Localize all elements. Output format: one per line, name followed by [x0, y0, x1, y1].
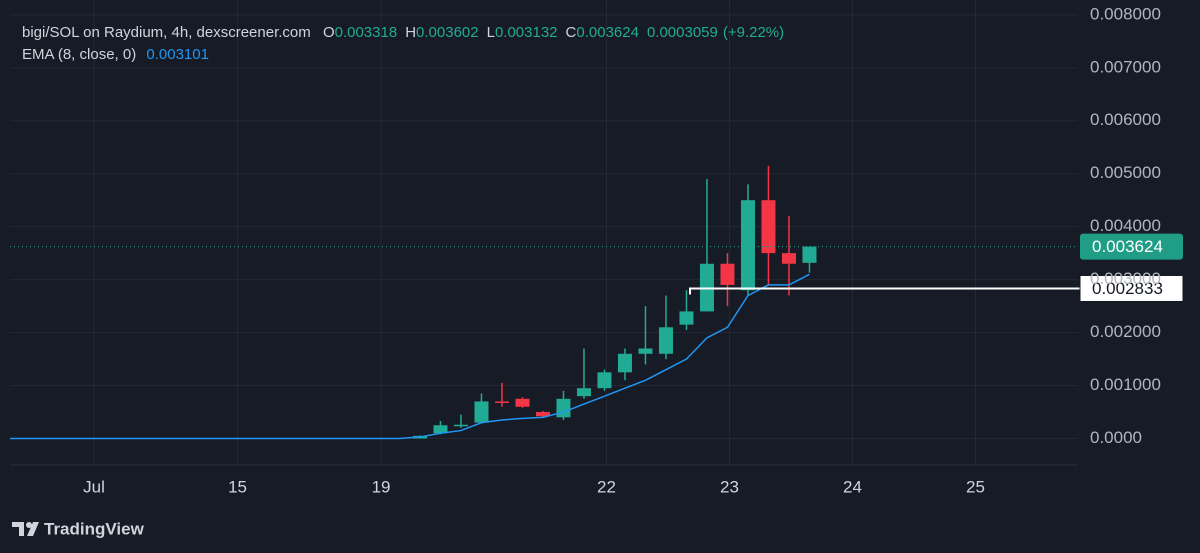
x-tick-label: 22	[597, 477, 616, 496]
candle-body	[658, 327, 673, 354]
x-tick-label: 25	[966, 477, 985, 496]
y-tick-label: 0.003000	[1090, 269, 1161, 288]
last-price-box	[1080, 233, 1183, 260]
y-tick-label: 0.001000	[1090, 375, 1161, 394]
ohlc-key: C	[566, 24, 577, 41]
logo-dot	[26, 522, 32, 528]
header: bigi/SOL on Raydium, 4h, dexscreener.com…	[22, 24, 784, 41]
ohlc-value: 0.003132	[495, 24, 558, 41]
candle-body	[535, 412, 550, 417]
indicator-legend: EMA (8, close, 0) 0.003101	[22, 46, 209, 63]
grid	[10, 0, 1078, 465]
last-price-label: 0.003624	[1092, 237, 1163, 256]
y-tick-label: 0.006000	[1090, 110, 1161, 129]
candle-body	[453, 424, 468, 427]
x-tick-label: 24	[843, 477, 862, 496]
candle-body	[617, 353, 632, 373]
ohlc-value: 0.003318	[335, 24, 398, 41]
candle-body	[720, 263, 735, 285]
ohlc: O0.003318 H0.003602 L0.003132 C0.003624 0.00…	[323, 24, 784, 41]
candle-body	[474, 401, 489, 423]
x-tick-label: Jul	[83, 477, 105, 496]
brand: TradingView	[44, 519, 145, 538]
overlay: 0.003624 0.002833	[10, 233, 1184, 302]
ema-name: EMA (8, close, 0)	[22, 46, 136, 63]
y-tick-label: 0.007000	[1090, 57, 1161, 76]
y-tick-label: 0.002000	[1090, 322, 1161, 341]
change-pct: (+9.22%)	[723, 24, 784, 41]
candle-body	[761, 200, 776, 254]
price-line-label: 0.002833	[1092, 279, 1163, 298]
y-tick-label: 0.004000	[1090, 216, 1161, 235]
x-tick-label: 15	[228, 477, 247, 496]
ema-value: 0.003101	[146, 46, 209, 63]
price-line-box	[1079, 274, 1184, 302]
x-tick-label: 19	[372, 477, 391, 496]
candle-body	[597, 372, 612, 389]
ohlc-key: O	[323, 24, 335, 41]
y-tick-label: 0.008000	[1090, 4, 1161, 23]
candle-body	[781, 253, 796, 264]
chart-title: bigi/SOL on Raydium, 4h, dexscreener.com	[22, 24, 311, 41]
candle-body	[494, 401, 509, 403]
ohlc-value: 0.003624	[576, 24, 639, 41]
plot	[10, 165, 817, 440]
candle-body	[802, 246, 817, 263]
y-tick-label: 0.0000	[1090, 428, 1142, 447]
candle-body	[515, 398, 530, 407]
change: 0.0003059	[647, 24, 718, 41]
y-tick-label: 0.005000	[1090, 163, 1161, 182]
ohlc-key: L	[487, 24, 495, 41]
branding: TradingView	[12, 519, 145, 538]
candle-body	[679, 311, 694, 325]
candle-body	[740, 200, 755, 291]
candle-body	[433, 425, 448, 434]
logo	[12, 522, 39, 536]
candle-body	[638, 348, 653, 354]
ohlc-key: H	[405, 24, 416, 41]
ohlc-value: 0.003602	[416, 24, 479, 41]
candle-body	[576, 388, 591, 397]
candle-body	[556, 398, 571, 418]
x-tick-label: 23	[720, 477, 739, 496]
ema-line	[10, 273, 810, 440]
